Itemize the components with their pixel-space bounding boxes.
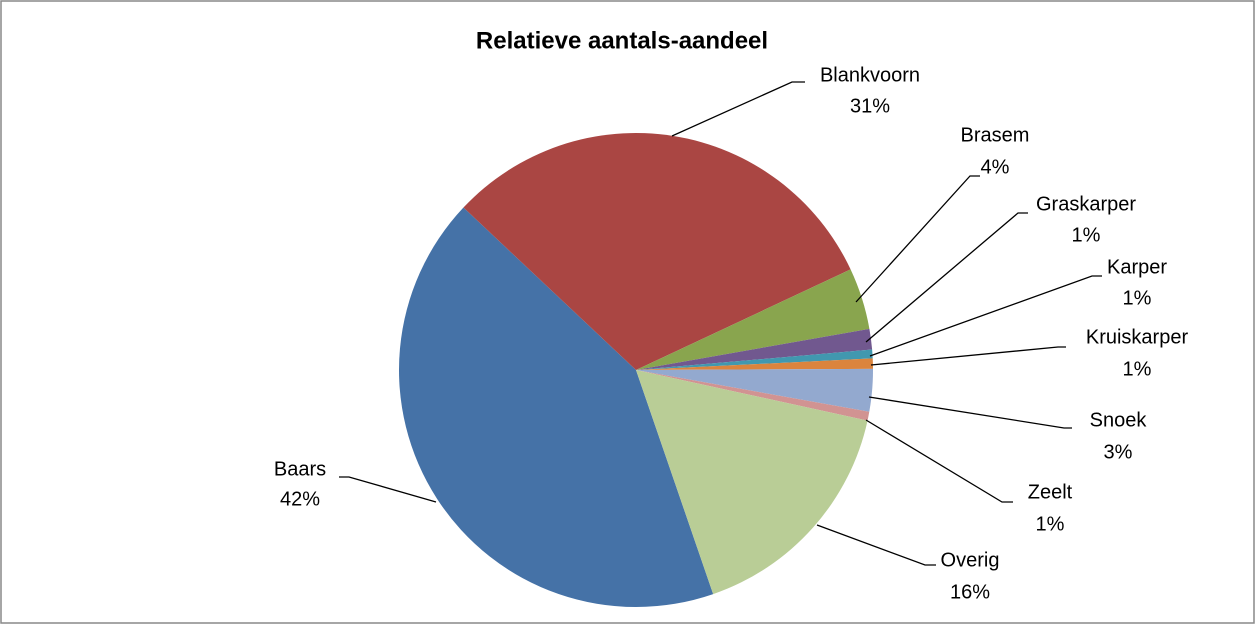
pie-slice (636, 370, 868, 595)
slice-value-label: 1% (1036, 513, 1065, 535)
leader-line (671, 81, 805, 137)
slice-value-label: 31% (850, 95, 890, 117)
leader-line (869, 275, 1102, 357)
pie-slice (636, 349, 873, 370)
slice-value-label: 1% (1123, 287, 1152, 309)
pie-slice (636, 328, 873, 370)
slice-value-label: 16% (950, 581, 990, 603)
leader-line (870, 346, 1066, 366)
slice-value-label: 1% (1072, 224, 1101, 246)
slice-label: Overig (941, 549, 1000, 571)
pie-slice (636, 370, 870, 421)
slice-label: Snoek (1090, 409, 1148, 431)
pie-slice (636, 368, 873, 412)
pie-slice (399, 207, 714, 607)
leader-line (868, 396, 1072, 429)
slice-value-label: 3% (1104, 441, 1133, 463)
leader-line (865, 212, 1028, 343)
slice-value-label: 42% (280, 488, 320, 510)
leader-line (855, 175, 980, 303)
slice-label: Baars (274, 458, 326, 480)
leader-line (865, 419, 1013, 503)
slice-label: Karper (1107, 256, 1167, 278)
slice-label: Kruiskarper (1086, 326, 1189, 348)
slice-label: Blankvoorn (820, 64, 920, 86)
slice-label: Graskarper (1036, 193, 1136, 215)
pie-slice (463, 132, 851, 370)
slice-label: Zeelt (1028, 481, 1073, 503)
slice-value-label: 1% (1123, 358, 1152, 380)
pie-slice (636, 358, 873, 370)
leader-line (339, 476, 437, 503)
pie-slice (636, 269, 870, 370)
leader-line (816, 524, 936, 566)
slice-value-label: 4% (981, 156, 1010, 178)
chart-title: Relatieve aantals-aandeel (476, 27, 768, 54)
slice-label: Brasem (961, 124, 1030, 146)
